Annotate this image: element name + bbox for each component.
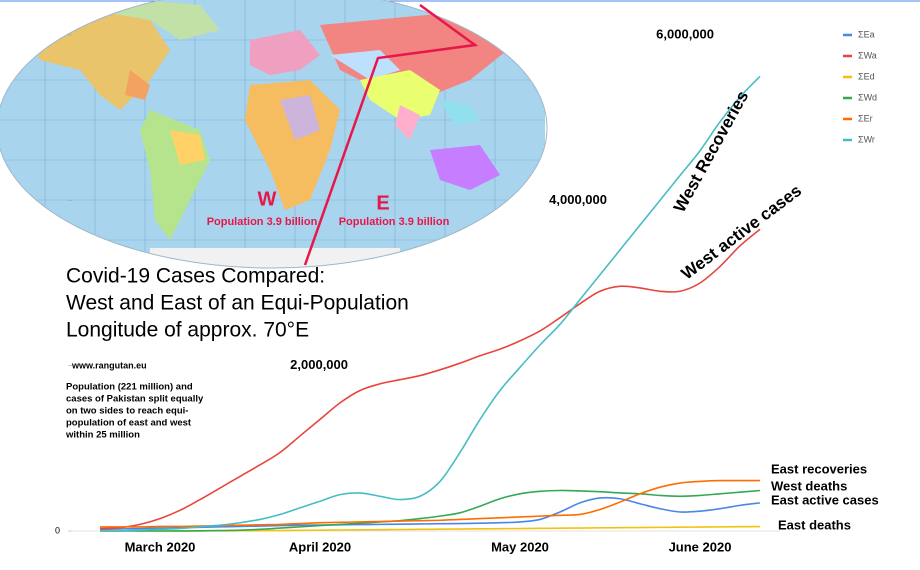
annotation: West deaths <box>771 478 847 493</box>
chart-title: Covid-19 Cases Compared: <box>66 265 325 288</box>
x-tick-label: May 2020 <box>491 539 549 554</box>
series-line <box>99 75 761 532</box>
chart-title: Longitude of approx. 70°E <box>66 319 309 342</box>
legend-label: ΣWa <box>858 50 877 60</box>
annotation: East deaths <box>778 517 851 532</box>
west-population: Population 3.9 billion <box>207 216 318 228</box>
series-line <box>100 489 761 532</box>
legend-label: ΣWr <box>858 134 875 144</box>
east-population: Population 3.9 billion <box>339 216 450 228</box>
annotation: West Recoveries <box>670 88 752 216</box>
map-outline <box>0 0 548 269</box>
x-tick-label: June 2020 <box>669 539 732 554</box>
note: cases of Pakistan split equally <box>66 394 204 405</box>
chart-title: West and East of an Equi-Population <box>66 292 409 315</box>
y-tick-label: 6,000,000 <box>656 26 714 41</box>
y-tick-label: 2,000,000 <box>290 357 348 372</box>
note: Population (221 million) and <box>66 382 193 393</box>
annotation: East active cases <box>771 492 879 507</box>
source: www.rangutan.eu <box>71 360 147 370</box>
legend-label: ΣEd <box>858 71 875 81</box>
legend-label: ΣWd <box>858 92 877 102</box>
series-line <box>99 496 761 531</box>
y-tick-label: 4,000,000 <box>549 192 607 207</box>
note: population of east and west <box>66 418 192 429</box>
divider-line <box>303 3 479 266</box>
east-label: E <box>376 192 389 214</box>
legend-label: ΣEr <box>858 113 873 123</box>
x-tick-label: April 2020 <box>289 539 351 554</box>
series-line <box>99 228 761 530</box>
series-line <box>100 479 760 528</box>
legend-label: ΣEa <box>858 29 875 39</box>
x-tick-label: March 2020 <box>125 539 196 554</box>
note: within 25 million <box>65 430 140 441</box>
y-tick-label: 0 <box>55 525 60 535</box>
note: on two sides to reach equi- <box>66 406 188 417</box>
annotation: East recoveries <box>771 461 867 476</box>
west-label: W <box>258 188 277 210</box>
